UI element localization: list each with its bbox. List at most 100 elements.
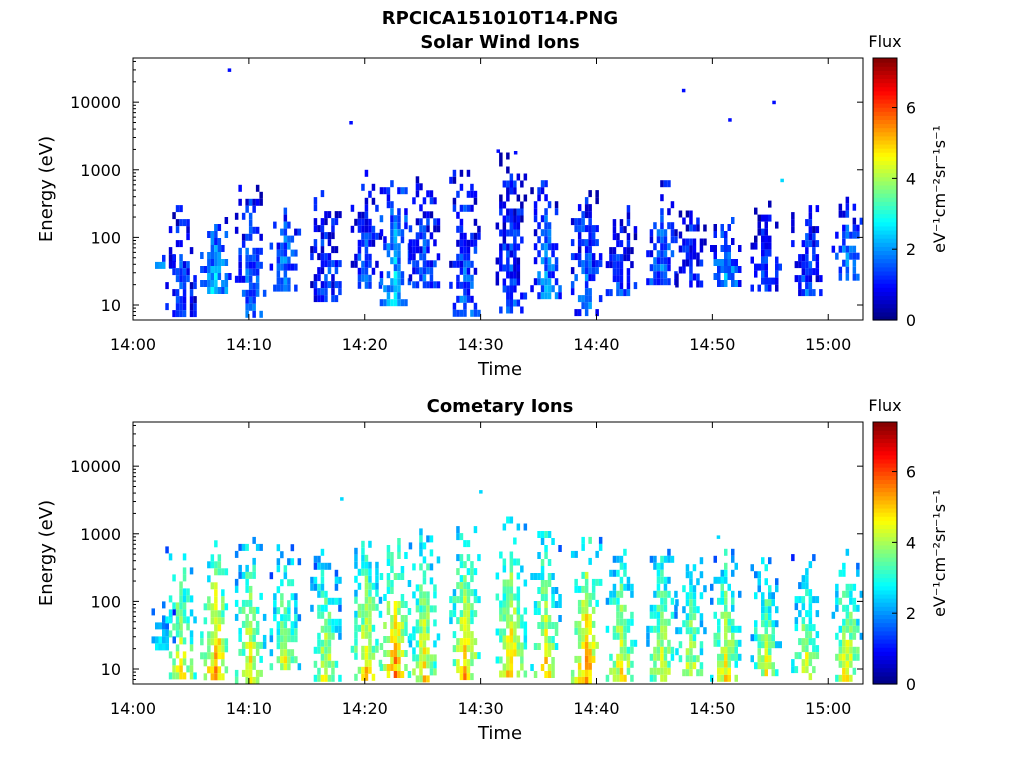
heatmap-cell [158, 643, 162, 651]
heatmap-cell [761, 620, 765, 628]
heatmap-cell [203, 617, 208, 625]
heatmap-cell [162, 636, 166, 644]
heatmap-cell [354, 547, 358, 555]
x-tick-label: 15:00 [805, 699, 851, 718]
heatmap-cell [294, 635, 298, 643]
heatmap-cell [764, 214, 768, 222]
heatmap-cell [727, 224, 731, 231]
heatmap-cell [692, 613, 697, 621]
heatmap-cell [368, 617, 372, 625]
heatmap-cell [591, 232, 596, 240]
heatmap-cell [633, 639, 638, 647]
heatmap-cell [290, 544, 295, 552]
heatmap-cell [368, 225, 372, 233]
heatmap-cell [544, 622, 548, 629]
heatmap-cell [331, 246, 335, 254]
heatmap-cell [852, 231, 857, 239]
heatmap-cell [238, 627, 242, 635]
heatmap-cell [540, 580, 545, 587]
heatmap-cell [390, 629, 394, 636]
heatmap-cell [179, 240, 183, 248]
heatmap-cell [540, 664, 545, 671]
heatmap-cell [324, 562, 328, 570]
heatmap-cell [540, 629, 545, 636]
heatmap-cell [252, 676, 256, 684]
heatmap-cell [612, 660, 617, 668]
heatmap-cell [207, 652, 211, 660]
heatmap-cell [422, 640, 427, 648]
heatmap-cell [317, 611, 321, 619]
heatmap-cell [470, 610, 474, 618]
heatmap-cell [581, 571, 585, 579]
heatmap-cell [682, 669, 686, 677]
heatmap-cell [327, 267, 332, 275]
heatmap-cell [182, 289, 187, 297]
heatmap-cell [313, 295, 318, 303]
heatmap-cell [361, 267, 365, 275]
heatmap-cell [761, 263, 765, 271]
heatmap-cell [379, 271, 384, 279]
heatmap-cell [162, 629, 166, 637]
heatmap-cell [591, 655, 596, 663]
heatmap-cell [499, 208, 503, 216]
heatmap-cell [210, 638, 215, 646]
heatmap-cell [750, 284, 754, 292]
heatmap-cell [320, 548, 325, 556]
heatmap-cell [313, 576, 318, 584]
heatmap-cell [849, 590, 853, 598]
heatmap-cell [463, 540, 467, 548]
heatmap-cell [193, 672, 197, 680]
heatmap-cell [255, 275, 260, 283]
heatmap-cell [768, 235, 772, 243]
heatmap-cell [200, 652, 204, 660]
heatmap-cell [547, 271, 552, 279]
heatmap-cell [689, 266, 693, 274]
heatmap-cell [619, 667, 624, 675]
heatmap-cell [509, 208, 514, 216]
heatmap-cell [731, 653, 735, 661]
heatmap-cell [689, 571, 693, 579]
heatmap-cell [331, 618, 335, 626]
colorbar-swatch [873, 651, 897, 656]
heatmap-cell [248, 662, 253, 670]
heatmap-cell [459, 232, 464, 240]
heatmap-cell [798, 261, 802, 269]
heatmap-cell [221, 659, 225, 667]
heatmap-cell [591, 606, 596, 614]
heatmap-cell [331, 667, 335, 675]
heatmap-cell [383, 236, 387, 244]
heatmap-cell [502, 278, 507, 286]
heatmap-cell [390, 657, 394, 664]
heatmap-cell [210, 610, 215, 618]
heatmap-cell [626, 625, 631, 633]
heatmap-cell [200, 631, 204, 639]
heatmap-cell [283, 256, 288, 264]
heatmap-cell [609, 261, 613, 269]
y-tick-label: 10000 [70, 457, 121, 476]
heatmap-cell [217, 224, 222, 231]
heatmap-cell [775, 256, 779, 264]
heatmap-cell [182, 595, 187, 603]
heatmap-cell [422, 598, 427, 606]
heatmap-cell [689, 669, 693, 677]
heatmap-cell [581, 543, 585, 551]
heatmap-cell [259, 191, 263, 199]
heatmap-cell [815, 631, 820, 639]
heatmap-cell [280, 284, 284, 292]
heatmap-cell [544, 243, 548, 251]
heatmap-cell [738, 245, 742, 252]
colorbar-tick-label: 4 [906, 169, 916, 188]
heatmap-cell [378, 232, 383, 240]
heatmap-cell [456, 239, 460, 247]
heatmap-cell [547, 201, 552, 209]
x-axis: 14:00 14:10 14:20 14:30 14:40 14:50 15:00 [110, 58, 851, 354]
heatmap-cell [710, 583, 714, 591]
heatmap-cell [537, 643, 541, 650]
heatmap-cell [577, 204, 582, 212]
heatmap-cell [720, 266, 724, 273]
colorbar-swatch [873, 315, 897, 321]
heatmap-cell [764, 606, 768, 614]
heatmap-cell [273, 607, 277, 615]
heatmap-cell [422, 260, 427, 268]
heatmap-cell [415, 626, 420, 634]
